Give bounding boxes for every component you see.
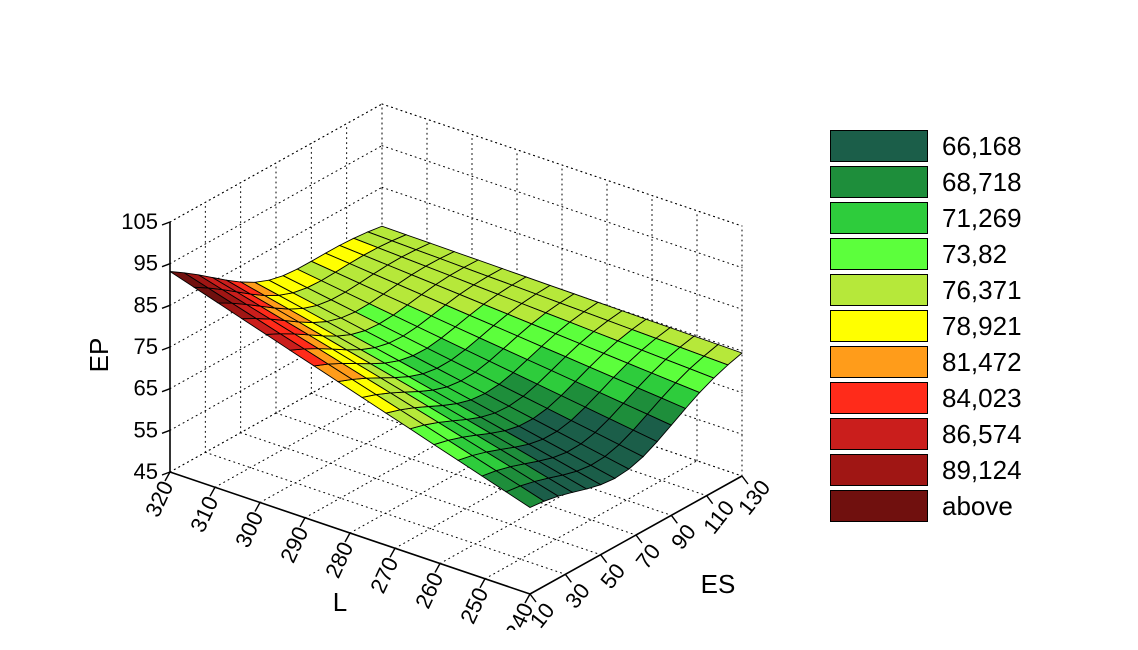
- svg-text:30: 30: [560, 578, 595, 613]
- legend-swatch: [830, 418, 928, 450]
- svg-text:50: 50: [595, 559, 630, 594]
- svg-text:75: 75: [134, 334, 158, 359]
- legend-item: 84,023: [830, 382, 1022, 414]
- legend-item: 71,269: [830, 202, 1022, 234]
- legend-swatch: [830, 274, 928, 306]
- root: 4555657585951053203103002902802702602502…: [0, 0, 1138, 650]
- legend-item: 76,371: [830, 274, 1022, 306]
- svg-text:110: 110: [698, 496, 739, 539]
- legend-item: above: [830, 490, 1022, 522]
- svg-text:260: 260: [410, 568, 448, 612]
- legend-swatch: [830, 166, 928, 198]
- svg-text:70: 70: [631, 539, 666, 574]
- surface: [170, 226, 742, 507]
- legend-item: 73,82: [830, 238, 1022, 270]
- legend-swatch: [830, 382, 928, 414]
- legend-label: 84,023: [942, 383, 1022, 414]
- legend-swatch: [830, 202, 928, 234]
- svg-text:95: 95: [134, 251, 158, 276]
- svg-text:EP: EP: [84, 338, 114, 373]
- legend-label: 71,269: [942, 203, 1022, 234]
- legend-item: 68,718: [830, 166, 1022, 198]
- legend-label: 66,168: [942, 131, 1022, 162]
- legend: 66,168 68,718 71,269 73,82 76,371 78,921 81,47…: [830, 130, 1022, 526]
- legend-item: 81,472: [830, 346, 1022, 378]
- legend-item: 66,168: [830, 130, 1022, 162]
- legend-item: 89,124: [830, 454, 1022, 486]
- legend-label: 81,472: [942, 347, 1022, 378]
- svg-text:290: 290: [275, 523, 313, 567]
- legend-label: 68,718: [942, 167, 1022, 198]
- svg-text:300: 300: [230, 507, 268, 551]
- legend-swatch: [830, 454, 928, 486]
- legend-swatch: [830, 130, 928, 162]
- svg-text:85: 85: [134, 292, 158, 317]
- legend-swatch: [830, 490, 928, 522]
- svg-text:ES: ES: [701, 569, 736, 599]
- legend-label: 89,124: [942, 455, 1022, 486]
- legend-item: 86,574: [830, 418, 1022, 450]
- legend-swatch: [830, 310, 928, 342]
- svg-text:55: 55: [134, 417, 158, 442]
- svg-text:310: 310: [185, 492, 223, 536]
- svg-text:105: 105: [121, 209, 158, 234]
- legend-swatch: [830, 346, 928, 378]
- surface-chart: 4555657585951053203103002902802702602502…: [20, 10, 780, 630]
- legend-label: 76,371: [942, 275, 1022, 306]
- legend-label: 78,921: [942, 311, 1022, 342]
- legend-swatch: [830, 238, 928, 270]
- svg-text:270: 270: [365, 553, 403, 597]
- svg-text:250: 250: [455, 584, 493, 628]
- legend-label: above: [942, 491, 1013, 522]
- legend-label: 73,82: [942, 239, 1007, 270]
- svg-text:L: L: [333, 587, 347, 617]
- legend-label: 86,574: [942, 419, 1022, 450]
- svg-text:90: 90: [666, 519, 701, 554]
- svg-text:65: 65: [134, 376, 158, 401]
- svg-text:130: 130: [733, 475, 775, 519]
- svg-text:280: 280: [320, 538, 358, 582]
- legend-item: 78,921: [830, 310, 1022, 342]
